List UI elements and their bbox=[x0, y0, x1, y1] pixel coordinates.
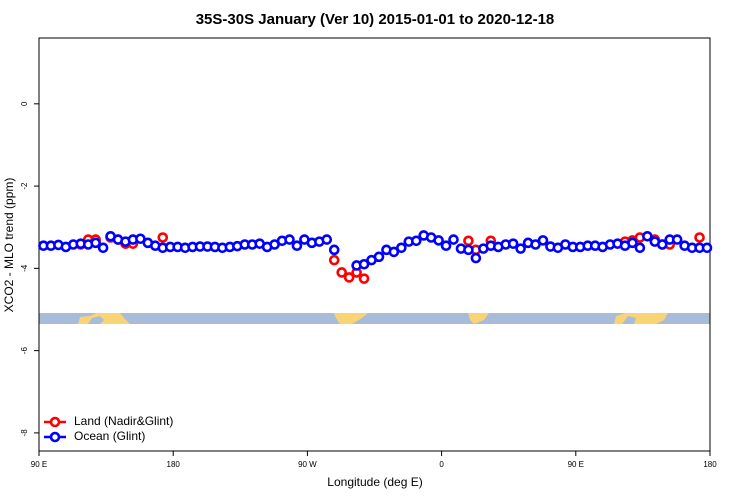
data-point bbox=[358, 273, 370, 284]
y-axis-label: XCO2 - MLO trend (ppm) bbox=[2, 178, 16, 313]
legend-marker bbox=[49, 431, 61, 443]
data-point bbox=[701, 242, 713, 254]
data-point bbox=[328, 244, 340, 256]
data-point bbox=[634, 242, 646, 254]
data-point bbox=[463, 235, 474, 247]
x-tick-label: 180 bbox=[703, 460, 717, 469]
data-point bbox=[433, 235, 444, 246]
data-point bbox=[291, 240, 303, 252]
x-tick-label: 90 E bbox=[568, 460, 584, 469]
chart-title: 35S-30S January (Ver 10) 2015-01-01 to 2… bbox=[196, 11, 555, 28]
y-tick-label: -2 bbox=[20, 182, 29, 190]
ocean-strip bbox=[39, 313, 710, 324]
data-point bbox=[410, 235, 422, 247]
data-point bbox=[396, 242, 407, 254]
data-point bbox=[388, 246, 400, 258]
x-tick-label: 90 E bbox=[31, 460, 47, 469]
x-axis-label: Longitude (deg E) bbox=[327, 475, 422, 489]
data-point bbox=[515, 243, 526, 254]
data-point bbox=[671, 234, 683, 245]
data-point bbox=[135, 233, 146, 245]
legend-label: Ocean (Glint) bbox=[74, 429, 145, 443]
data-point bbox=[470, 252, 482, 264]
data-point bbox=[530, 239, 541, 250]
landmass bbox=[334, 313, 368, 324]
data-point bbox=[97, 242, 109, 254]
data-point bbox=[507, 238, 519, 249]
data-point bbox=[656, 239, 668, 250]
legend-marker bbox=[49, 416, 61, 428]
data-point bbox=[336, 267, 347, 278]
data-point bbox=[440, 240, 452, 252]
data-point bbox=[537, 235, 549, 246]
data-point bbox=[373, 251, 385, 263]
map-strip bbox=[39, 313, 710, 324]
data-point bbox=[694, 232, 705, 243]
legend-label: Land (Nadir&Glint) bbox=[74, 414, 173, 428]
data-point bbox=[321, 234, 333, 245]
data-point bbox=[343, 272, 355, 283]
landmass bbox=[468, 313, 489, 324]
data-point bbox=[90, 237, 101, 249]
data-point bbox=[157, 232, 169, 243]
data-point bbox=[642, 230, 653, 242]
y-tick-label: -4 bbox=[20, 264, 29, 272]
data-point bbox=[284, 234, 295, 245]
x-tick-label: 0 bbox=[439, 460, 444, 469]
data-point bbox=[463, 244, 474, 256]
data-point bbox=[358, 258, 370, 270]
x-tick-label: 90 W bbox=[298, 460, 317, 469]
y-tick-label: -6 bbox=[20, 347, 29, 355]
x-tick-label: 180 bbox=[167, 460, 181, 469]
y-tick-label: -8 bbox=[20, 429, 29, 437]
data-point bbox=[328, 254, 340, 266]
data-point bbox=[627, 237, 638, 249]
y-tick-label: 0 bbox=[20, 101, 29, 106]
data-point bbox=[448, 234, 459, 245]
